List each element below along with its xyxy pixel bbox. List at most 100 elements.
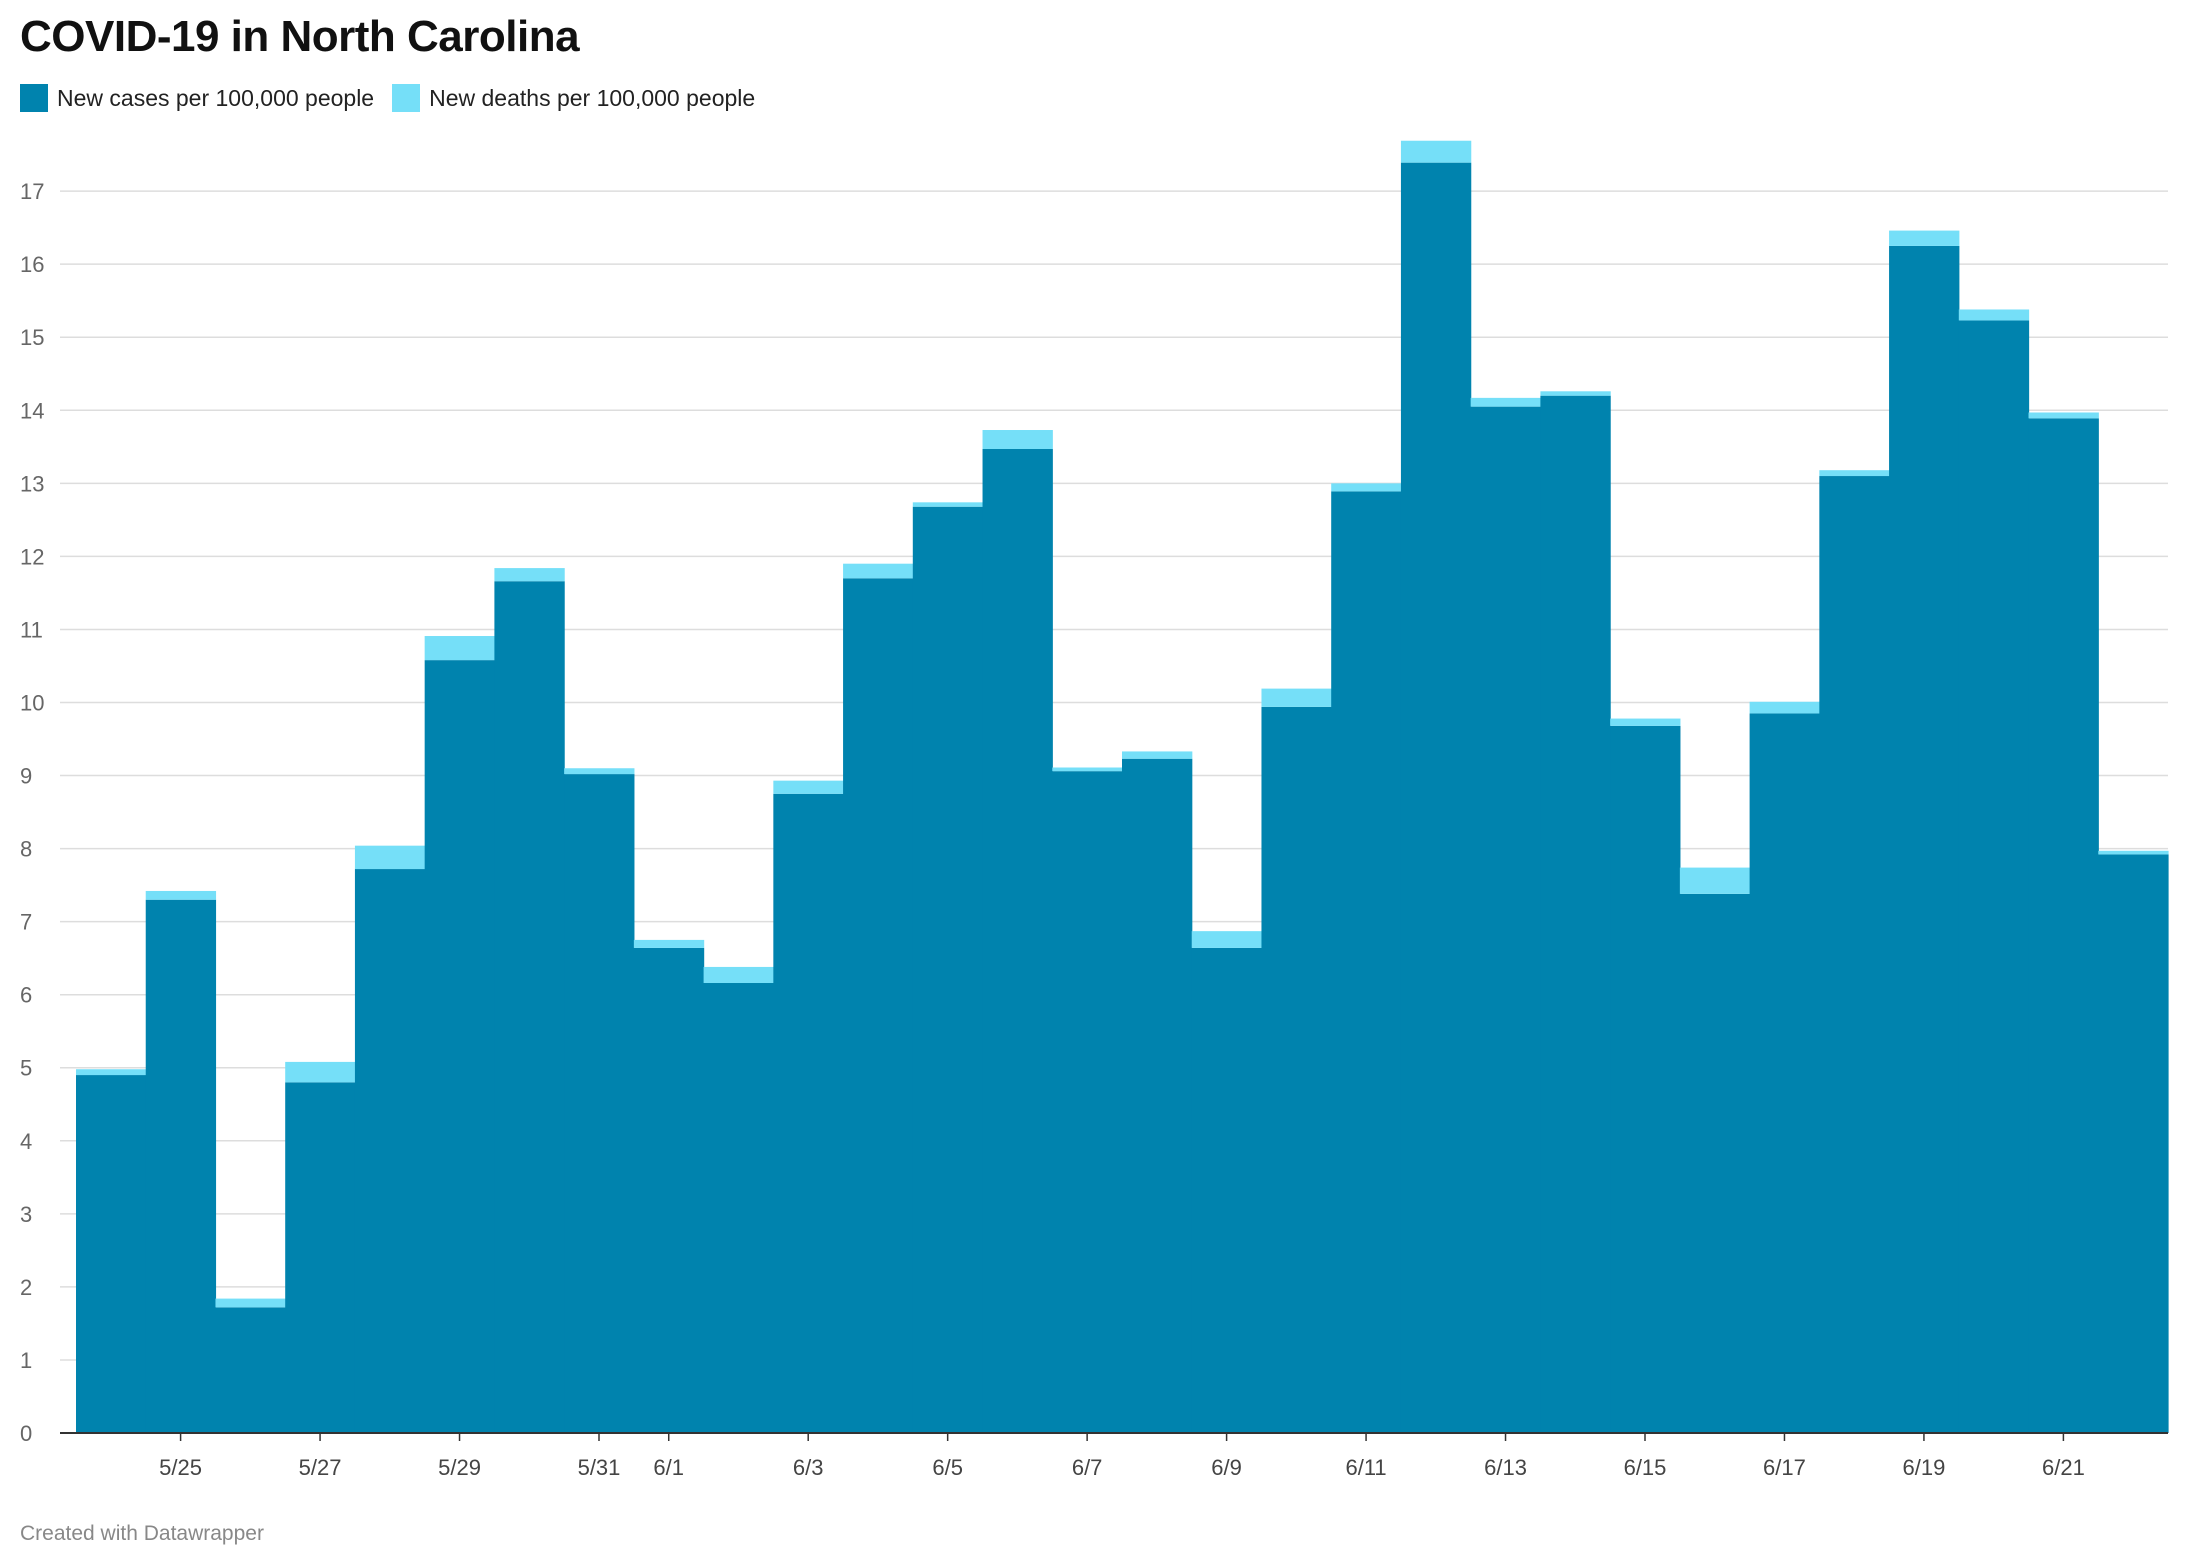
bar-cases-5/24: [76, 1075, 147, 1433]
bar-deaths-6/9: [1191, 931, 1263, 948]
bar-deaths-5/31: [564, 768, 635, 775]
x-tick-label-6/15: 6/15: [1624, 1455, 1667, 1480]
x-tick-label-6/11: 6/11: [1345, 1455, 1386, 1480]
bar-deaths-5/24: [76, 1069, 147, 1076]
bar-deaths-6/16: [1679, 867, 1751, 894]
y-tick-label-13: 13: [20, 471, 44, 496]
bar-deaths-6/6: [982, 430, 1053, 450]
y-tick-label-16: 16: [20, 252, 44, 277]
bar-deaths-5/25: [145, 890, 217, 900]
x-tick-label-6/17: 6/17: [1763, 1455, 1806, 1480]
bar-deaths-6/18: [1819, 470, 1890, 477]
bar-cases-6/1: [633, 947, 705, 1433]
bar-deaths-6/3: [773, 780, 844, 794]
bar-deaths-5/27: [285, 1061, 356, 1083]
y-tick-label-3: 3: [20, 1202, 32, 1227]
x-tick-label-6/19: 6/19: [1903, 1455, 1946, 1480]
bar-cases-6/5: [912, 506, 984, 1434]
legend-swatch-deaths: [392, 84, 421, 112]
y-tick-label-9: 9: [20, 764, 32, 789]
bar-cases-6/7: [1052, 771, 1123, 1433]
y-tick-label-12: 12: [20, 544, 44, 569]
bar-deaths-6/1: [633, 939, 705, 948]
y-tick-label-17: 17: [20, 179, 44, 204]
legend: New cases per 100,000 people New deaths …: [20, 84, 773, 112]
bar-cases-6/13: [1470, 406, 1541, 1433]
stacked-steps: [76, 140, 2169, 1434]
bar-cases-6/10: [1261, 706, 1332, 1433]
legend-item-cases: New cases per 100,000 people: [20, 84, 374, 112]
bar-cases-6/21: [2028, 418, 2099, 1433]
bar-cases-6/19: [1889, 245, 1960, 1434]
x-tick-label-5/27: 5/27: [299, 1455, 342, 1480]
bar-cases-6/16: [1679, 893, 1751, 1433]
bar-cases-5/29: [424, 660, 495, 1433]
y-tick-label-15: 15: [20, 325, 44, 350]
y-tick-label-14: 14: [20, 398, 44, 423]
x-tick-label-6/9: 6/9: [1211, 1455, 1242, 1480]
y-tick-label-8: 8: [20, 837, 32, 862]
bar-deaths-6/20: [1958, 309, 2030, 321]
legend-label-cases: New cases per 100,000 people: [57, 84, 375, 111]
bar-deaths-5/29: [424, 636, 495, 661]
bar-deaths-6/19: [1889, 230, 1960, 246]
x-tick-label-6/13: 6/13: [1484, 1455, 1527, 1480]
x-tick-label-6/1: 6/1: [653, 1455, 684, 1480]
bar-deaths-6/4: [843, 563, 914, 579]
y-tick-label-5: 5: [20, 1056, 32, 1081]
bar-cases-6/14: [1540, 395, 1611, 1433]
bar-deaths-6/21: [2028, 412, 2099, 419]
bar-deaths-6/5: [912, 502, 984, 507]
bar-cases-6/12: [1400, 162, 1472, 1434]
x-tick-label-5/31: 5/31: [578, 1455, 621, 1480]
bar-deaths-6/14: [1540, 391, 1611, 396]
bar-cases-5/31: [564, 774, 635, 1433]
x-tick-label-6/21: 6/21: [2042, 1455, 2085, 1480]
x-tick-label-5/25: 5/25: [159, 1455, 202, 1480]
bar-cases-6/20: [1958, 320, 2030, 1434]
y-tick-label-0: 0: [20, 1421, 32, 1446]
bar-cases-6/17: [1749, 713, 1820, 1433]
y-tick-label-6: 6: [20, 983, 32, 1008]
bar-cases-6/3: [773, 793, 844, 1433]
bar-cases-5/27: [285, 1082, 356, 1433]
bar-deaths-5/26: [215, 1298, 286, 1308]
bar-cases-6/9: [1191, 947, 1263, 1433]
bar-cases-6/8: [1122, 758, 1193, 1433]
bar-deaths-6/10: [1261, 688, 1332, 707]
bar-cases-6/2: [703, 983, 774, 1433]
bar-cases-5/30: [494, 581, 565, 1433]
bar-cases-6/18: [1819, 476, 1890, 1433]
y-tick-label-2: 2: [20, 1275, 32, 1300]
bar-deaths-6/2: [703, 966, 774, 984]
bar-cases-5/28: [354, 869, 426, 1433]
bar-deaths-6/8: [1122, 751, 1193, 759]
legend-label-deaths: New deaths per 100,000 people: [429, 84, 756, 111]
bar-cases-5/26: [215, 1307, 286, 1433]
y-tick-label-1: 1: [20, 1348, 32, 1373]
y-tick-label-4: 4: [20, 1129, 32, 1154]
legend-item-deaths: New deaths per 100,000 people: [392, 84, 755, 112]
bar-deaths-6/17: [1749, 701, 1820, 714]
x-tick-label-6/5: 6/5: [932, 1455, 963, 1480]
bar-deaths-6/15: [1610, 718, 1681, 726]
y-tick-label-11: 11: [20, 617, 43, 642]
chart-title: COVID-19 in North Carolina: [20, 12, 580, 61]
bar-cases-6/4: [843, 578, 914, 1433]
x-tick-label-6/7: 6/7: [1072, 1455, 1103, 1480]
bar-deaths-5/30: [494, 568, 565, 582]
bar-deaths-6/13: [1470, 397, 1541, 407]
bar-cases-6/15: [1610, 725, 1681, 1433]
footer-credit: Created with Datawrapper: [20, 1522, 264, 1545]
x-tick-label-5/29: 5/29: [438, 1455, 481, 1480]
bar-deaths-6/22: [2098, 850, 2169, 855]
bar-cases-5/25: [145, 899, 217, 1433]
legend-swatch-cases: [20, 84, 48, 112]
y-tick-label-7: 7: [20, 910, 32, 935]
x-tick-label-6/3: 6/3: [793, 1455, 824, 1480]
y-tick-label-10: 10: [20, 690, 44, 715]
bar-cases-6/6: [982, 449, 1053, 1433]
bar-deaths-6/12: [1400, 140, 1472, 163]
